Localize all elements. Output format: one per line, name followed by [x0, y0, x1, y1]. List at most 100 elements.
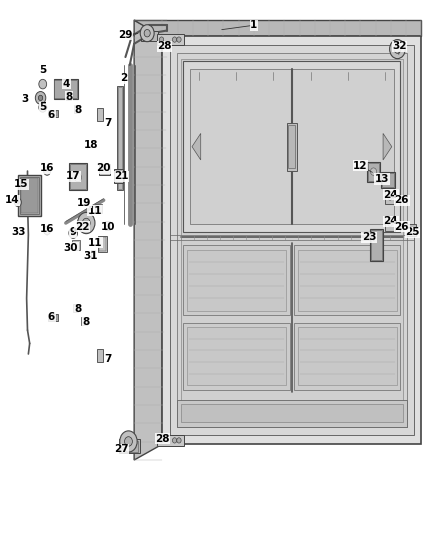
Polygon shape [134, 20, 162, 460]
Text: 12: 12 [353, 161, 367, 171]
Circle shape [44, 226, 50, 235]
Bar [105, 221, 110, 230]
Text: 14: 14 [5, 195, 20, 205]
Circle shape [124, 437, 132, 446]
Bar [141, 30, 158, 41]
Circle shape [144, 29, 150, 37]
Bar [288, 125, 295, 168]
Circle shape [177, 438, 181, 443]
Text: 28: 28 [155, 434, 170, 444]
Text: 26: 26 [395, 222, 409, 232]
Bar [99, 164, 110, 175]
Circle shape [39, 79, 47, 89]
Bar [91, 249, 95, 257]
Circle shape [39, 103, 47, 112]
Circle shape [388, 221, 392, 227]
Text: 18: 18 [83, 140, 98, 150]
Bar [48, 110, 57, 117]
Text: 8: 8 [74, 304, 81, 314]
Bar [190, 69, 394, 224]
Bar [69, 163, 87, 190]
Bar [407, 224, 416, 236]
Bar [117, 86, 123, 190]
Bar [73, 304, 78, 312]
Bar [53, 79, 78, 100]
Text: 22: 22 [74, 222, 89, 232]
Polygon shape [192, 133, 201, 160]
Bar [382, 173, 394, 187]
Bar [120, 441, 138, 451]
Text: 13: 13 [375, 174, 389, 184]
Bar [385, 217, 395, 231]
Bar [297, 249, 397, 311]
Circle shape [173, 37, 177, 42]
Text: 25: 25 [406, 227, 420, 237]
Text: 27: 27 [114, 445, 128, 455]
Text: 5: 5 [39, 102, 46, 112]
Bar [18, 175, 41, 216]
Circle shape [44, 167, 50, 175]
Circle shape [390, 39, 405, 59]
Text: 28: 28 [157, 42, 172, 52]
Bar [187, 327, 286, 385]
Bar [385, 191, 395, 205]
Bar [157, 34, 184, 45]
Circle shape [35, 92, 46, 104]
Bar [114, 169, 123, 183]
Text: 4: 4 [63, 78, 71, 88]
Bar [81, 317, 87, 325]
Circle shape [17, 201, 19, 204]
Circle shape [78, 213, 95, 233]
Bar [177, 400, 407, 426]
Text: 6: 6 [48, 312, 55, 322]
Circle shape [140, 25, 154, 42]
Bar [181, 59, 403, 421]
Text: 16: 16 [40, 224, 54, 235]
Bar [49, 111, 57, 116]
Circle shape [14, 198, 21, 207]
Text: 24: 24 [384, 190, 398, 200]
Text: 9: 9 [70, 227, 77, 237]
Text: 15: 15 [14, 179, 28, 189]
Bar [97, 349, 103, 362]
Circle shape [159, 37, 164, 42]
Bar [294, 322, 400, 390]
Bar [371, 230, 382, 260]
Text: 8: 8 [83, 317, 90, 327]
Text: 11: 11 [88, 238, 102, 248]
Text: 31: 31 [83, 251, 98, 261]
Bar [74, 105, 79, 114]
Text: 11: 11 [88, 206, 102, 216]
Bar [177, 53, 407, 426]
Bar [294, 245, 400, 315]
Text: 21: 21 [114, 172, 128, 181]
Circle shape [74, 173, 81, 182]
Text: 7: 7 [104, 354, 112, 364]
Bar [20, 177, 39, 214]
Bar [157, 435, 184, 446]
Bar [381, 172, 395, 188]
Circle shape [177, 37, 181, 42]
Text: 19: 19 [77, 198, 91, 208]
Bar [371, 229, 383, 261]
Polygon shape [134, 20, 421, 36]
Bar [117, 87, 122, 189]
Bar [170, 45, 413, 434]
Bar [97, 108, 103, 120]
Bar [54, 80, 77, 99]
Text: 8: 8 [74, 105, 81, 115]
Bar [98, 236, 107, 252]
Bar [162, 36, 421, 444]
Text: 6: 6 [48, 110, 55, 120]
Bar [287, 123, 297, 171]
Bar [49, 315, 57, 319]
Text: 30: 30 [64, 243, 78, 253]
Text: 2: 2 [120, 73, 127, 83]
Text: 10: 10 [101, 222, 115, 232]
Bar [72, 240, 80, 249]
Text: 29: 29 [118, 30, 133, 40]
Bar [184, 322, 290, 390]
Text: 26: 26 [395, 195, 409, 205]
Bar [95, 204, 102, 214]
Circle shape [388, 195, 392, 200]
